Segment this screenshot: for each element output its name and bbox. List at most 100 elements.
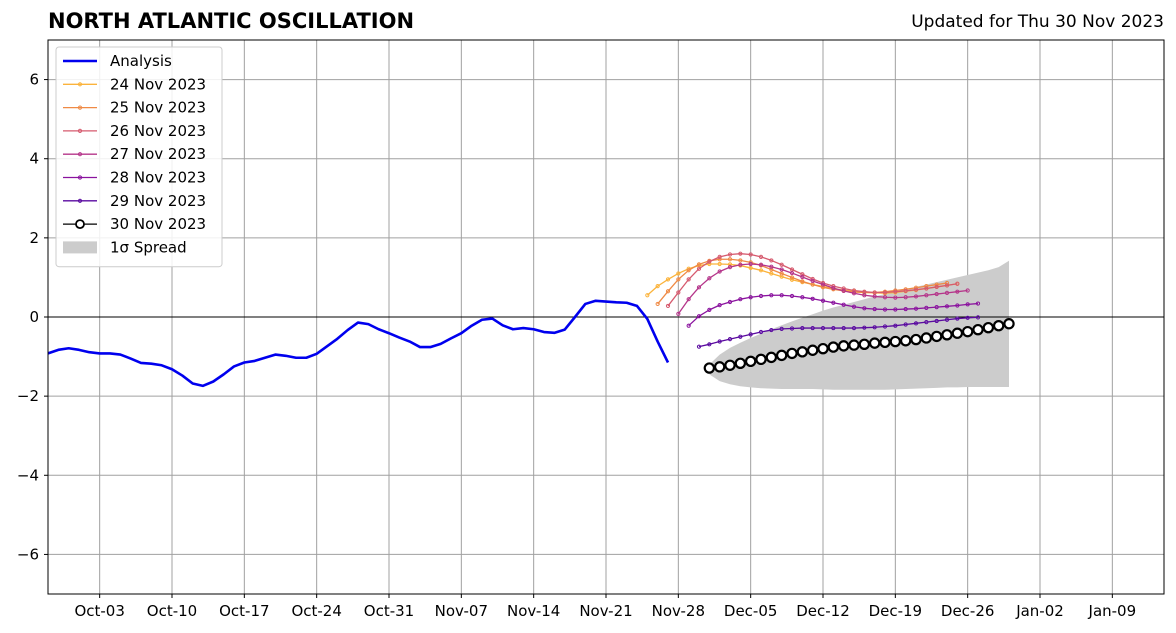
x-tick-label: Dec-26 (941, 602, 995, 620)
legend-label: 24 Nov 2023 (110, 75, 206, 93)
data-point (965, 315, 970, 320)
y-tick-label: 4 (29, 150, 39, 168)
data-point (758, 268, 764, 273)
legend-label: 1σ Spread (110, 238, 187, 256)
data-point (924, 320, 929, 325)
data-point (748, 252, 753, 257)
series-line (47, 299, 670, 388)
data-point (955, 289, 960, 294)
data-point (676, 271, 681, 276)
series-line (698, 316, 979, 348)
data-point (862, 325, 867, 330)
x-tick-label: Oct-17 (219, 602, 269, 620)
data-point (738, 251, 743, 256)
data-point (800, 325, 805, 331)
chart-title: NORTH ATLANTIC OSCILLATION (48, 9, 415, 33)
data-point (882, 307, 888, 312)
data-point (934, 318, 939, 324)
data-point (806, 344, 819, 356)
data-point (893, 289, 898, 294)
y-axis: −6 −4 −2 0 2 4 6 (17, 71, 48, 563)
data-point (992, 320, 1005, 332)
data-point (748, 332, 753, 337)
data-point (769, 264, 774, 269)
data-point (789, 326, 795, 331)
data-point (686, 268, 691, 273)
data-point (769, 327, 774, 333)
y-tick-label: −6 (17, 545, 39, 563)
legend: Analysis 24 Nov 2023 25 Nov 2023 26 Nov 202… (55, 46, 223, 268)
data-point (913, 306, 919, 311)
data-point (738, 297, 743, 302)
data-point (882, 290, 888, 295)
legend-marker (77, 152, 83, 157)
data-point (744, 355, 757, 368)
data-point (676, 277, 681, 282)
data-point (676, 290, 681, 295)
legend-entry: Analysis (63, 52, 172, 70)
data-point (789, 277, 795, 282)
data-point (975, 301, 981, 306)
data-point (944, 317, 950, 322)
data-point (841, 302, 846, 307)
x-tick-label: Oct-03 (74, 602, 124, 620)
data-point (930, 330, 943, 343)
data-point (713, 361, 726, 373)
data-point (899, 335, 912, 347)
data-point (872, 325, 877, 330)
data-point (717, 339, 722, 344)
data-point (696, 266, 702, 271)
data-point (961, 325, 974, 338)
data-point (707, 276, 712, 281)
series-lines (47, 251, 1015, 388)
data-point (868, 337, 881, 349)
data-point (717, 269, 722, 274)
legend-entry: 1σ Spread (63, 238, 187, 256)
data-point (920, 332, 933, 344)
data-point (848, 339, 860, 351)
data-point (893, 295, 898, 300)
x-tick-label: Oct-31 (364, 602, 414, 620)
data-point (686, 297, 691, 302)
data-point (734, 357, 747, 369)
data-point (851, 291, 857, 296)
spread-band (709, 260, 1009, 390)
data-point (717, 261, 722, 267)
data-point (934, 291, 939, 297)
data-point (738, 258, 743, 263)
data-point (903, 306, 908, 312)
data-point (765, 351, 778, 364)
data-point (696, 262, 702, 267)
data-point (775, 349, 788, 362)
data-point (817, 342, 829, 355)
data-point (872, 294, 877, 299)
data-point (769, 293, 774, 298)
data-point (913, 321, 919, 326)
x-tick-label: Nov-28 (652, 602, 705, 620)
data-point (686, 277, 691, 282)
data-point (727, 337, 733, 342)
x-tick-label: Nov-07 (435, 602, 488, 620)
data-point (717, 303, 722, 308)
data-point (944, 304, 950, 309)
data-point (862, 293, 867, 298)
data-point (717, 254, 722, 259)
legend-marker (77, 175, 83, 180)
data-point (789, 293, 795, 299)
x-tick-label: Nov-14 (507, 602, 560, 620)
data-point (686, 323, 691, 328)
legend-label: 28 Nov 2023 (110, 169, 206, 187)
data-point (707, 259, 712, 264)
data-point (665, 303, 671, 309)
data-point (769, 271, 774, 276)
data-point (645, 293, 650, 298)
data-point (820, 325, 826, 331)
data-point (924, 286, 929, 291)
data-point (789, 275, 795, 280)
data-point (676, 311, 681, 316)
data-point (972, 323, 984, 336)
legend-swatch (63, 241, 97, 254)
data-point (965, 302, 970, 307)
legend-marker (77, 82, 83, 87)
